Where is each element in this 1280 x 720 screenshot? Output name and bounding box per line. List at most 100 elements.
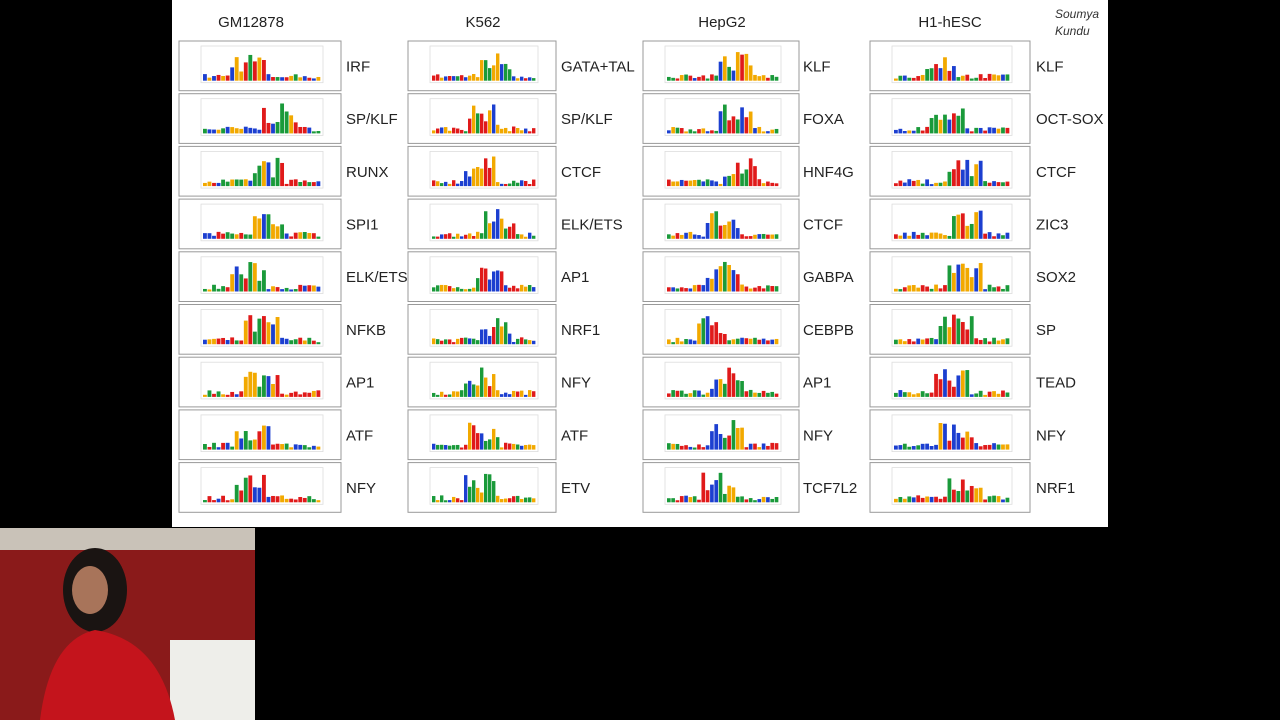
logo-letter [947,70,952,81]
logo-letter [740,234,744,239]
logo-letter [316,76,321,81]
logo-letter [262,270,266,292]
logo-letter [248,440,253,450]
logo-letter [753,500,757,503]
logo-letter [225,126,230,134]
logo-letter [307,496,312,503]
logo-letter [1005,232,1010,239]
logo-letter [667,179,671,187]
logo-letter [723,261,727,292]
logo-letter [298,497,303,503]
shirt [40,630,175,720]
logo-letter [444,394,448,397]
logo-letter [727,367,731,397]
logo-letter [262,59,266,81]
logo-letter [289,498,294,503]
logo-letter [705,131,710,134]
logo-letter [508,183,512,187]
motif-label: AP1 [561,269,589,286]
logo-box [178,356,342,408]
logo-letter [983,181,988,187]
logo-letter [221,394,226,397]
logo-letter [460,337,464,345]
logo-letter [938,68,943,81]
logo-letter [440,495,444,503]
logo-letter [504,228,508,239]
logo-letter [1005,392,1010,397]
logo-letter [271,383,275,397]
logo-letter [996,128,1001,134]
logo-letter [710,388,714,397]
logo-letter [911,77,916,81]
logo-letter [929,337,934,345]
logo-letter [744,338,749,345]
logo-letter [974,77,979,81]
logo-letter [697,179,701,187]
logo-letter [667,498,671,503]
logo-letter [275,157,280,187]
logo-letter [996,496,1001,503]
logo-letter [239,232,244,239]
logo-letter [898,445,903,450]
logo-letter [992,236,996,239]
logo-letter [456,128,460,134]
logo-letter [770,442,775,450]
logo-letter [298,444,303,450]
logo-letter [302,340,307,345]
logo-letter [488,474,492,503]
logo-frame [200,98,324,136]
logo-letter [484,377,488,397]
logo-letter [436,74,440,81]
logo-letter [974,393,979,397]
logo-letter [697,129,701,134]
logo-letter [252,487,257,503]
logo-letter [512,180,516,187]
logo-letter [987,496,992,503]
logo-frame [891,256,1013,294]
logo-letter [723,493,727,503]
logo-letter [701,318,706,345]
logo-letter [484,268,488,292]
logo-letter [520,390,524,397]
logo-letter [275,226,280,239]
logo-letter [902,341,907,345]
logo-letter [520,180,524,187]
logo-letter [207,496,212,503]
logo-letter [212,76,216,81]
logo-frame [200,414,324,452]
logo-letter [727,485,731,503]
logo-letter [965,329,970,345]
logo-letter [207,390,212,397]
logo-frame [200,467,324,505]
logo-letter [460,447,464,450]
logo-letter [212,284,216,292]
logo-letter [956,432,961,450]
logo-letter [203,444,207,450]
logo-letter [723,383,727,397]
column-title: H1-hESC [918,14,982,31]
logo-letter [464,77,468,81]
logo-letter [684,495,688,503]
logo-letter [476,77,480,81]
logo-letter [978,339,983,345]
logo-letter [929,496,934,503]
logo-letter [1005,285,1010,292]
logo-letter [735,428,740,450]
logo-letter [671,235,675,239]
logo-letter [284,338,289,345]
logo-letter [757,126,762,134]
logo-letter [1005,74,1010,81]
logo-letter [520,445,524,450]
logo-letter [692,496,697,503]
logo-letter [448,130,452,134]
logo-letter [969,78,974,81]
logo-letter [516,495,520,503]
logo-letter [947,265,952,292]
logo-letter [464,289,468,292]
logo-letter [718,61,723,81]
logo-letter [520,130,524,134]
motif-label: SOX2 [1036,269,1076,286]
logo-letter [902,232,907,239]
logo-letter [307,285,312,292]
logo-letter [284,287,289,292]
